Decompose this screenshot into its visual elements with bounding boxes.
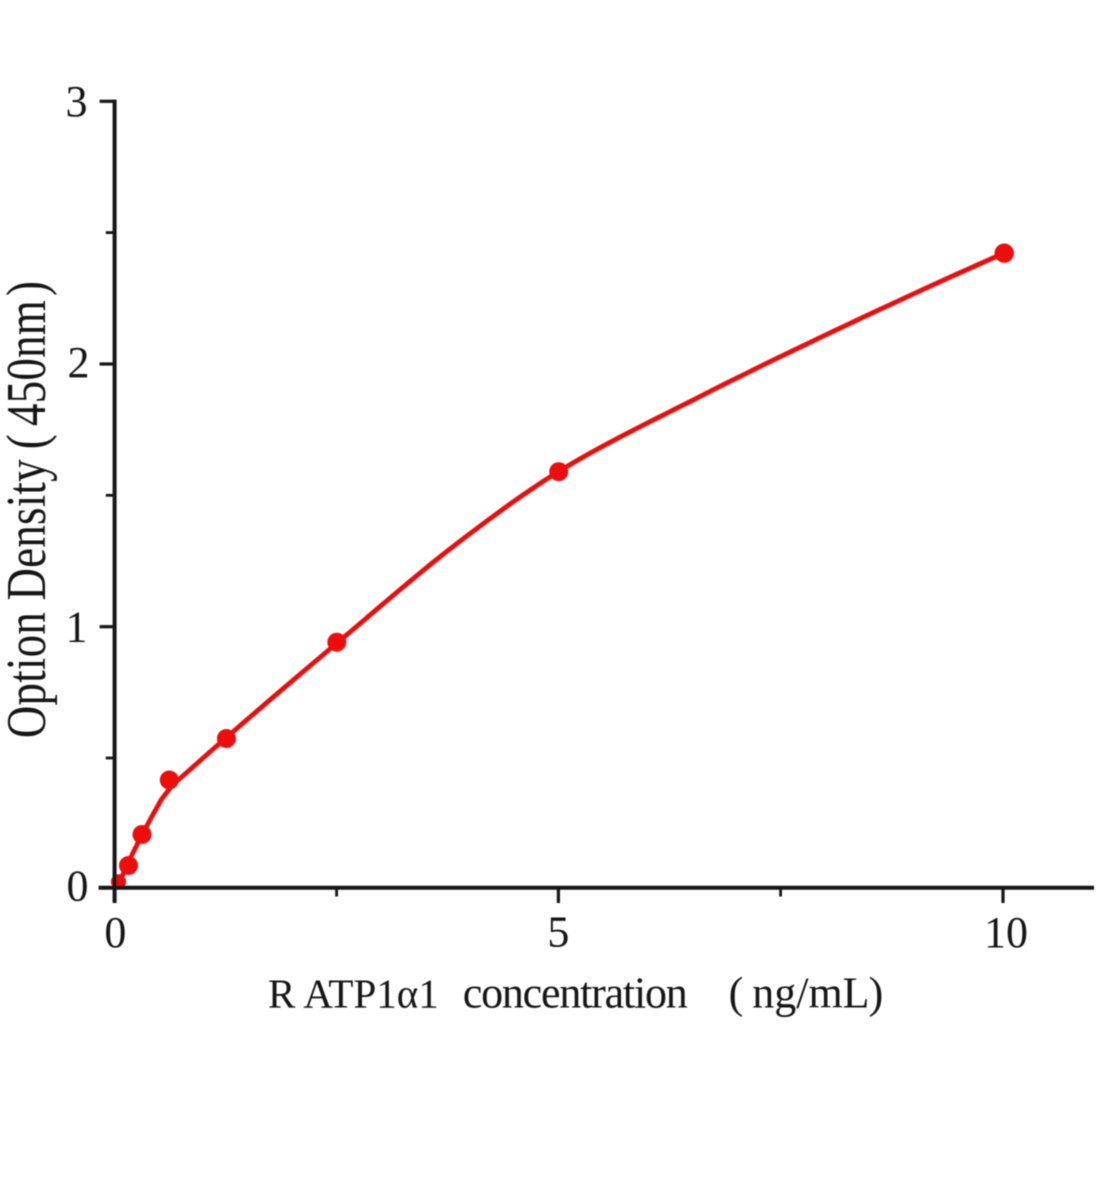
svg-text:1: 1 bbox=[66, 603, 88, 652]
svg-text:2: 2 bbox=[68, 338, 90, 387]
svg-text:5: 5 bbox=[547, 908, 569, 957]
svg-text:Option Density(450nm): Option Density(450nm) bbox=[0, 281, 58, 738]
svg-text:10: 10 bbox=[984, 908, 1028, 957]
svg-text:0: 0 bbox=[67, 862, 89, 911]
svg-text:3: 3 bbox=[66, 77, 88, 126]
svg-text:0: 0 bbox=[104, 908, 126, 957]
